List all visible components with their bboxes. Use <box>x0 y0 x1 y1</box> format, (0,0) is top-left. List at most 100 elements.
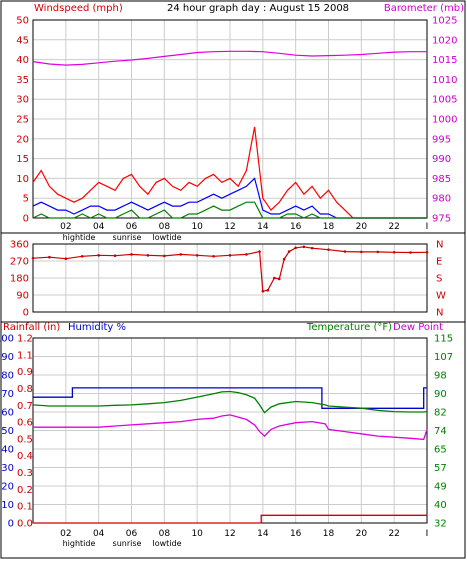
compass-tick-label: S <box>436 274 442 285</box>
direction-point <box>245 253 248 256</box>
direction-point <box>425 251 429 254</box>
rainfall-tick-label: 0.7 <box>17 401 33 412</box>
x-tick-label: 18 <box>323 529 335 539</box>
x-tick-label: 08 <box>159 529 171 539</box>
rainfall-tick-label: 0.5 <box>17 434 33 445</box>
x-tick-label: 16 <box>290 222 302 232</box>
x-tick-label: 08 <box>159 222 171 232</box>
x-tick-label: 06 <box>126 529 138 539</box>
tide-sun-annotation: lowtide <box>152 233 181 242</box>
direction-point <box>261 289 265 293</box>
humidity-tick-label: 10 <box>1 500 14 511</box>
direction-point <box>277 277 281 281</box>
right-tick-label: 975 <box>432 214 451 225</box>
compass-tick-label: N <box>436 240 443 251</box>
humidity-axis-label: Humidity % <box>68 322 126 333</box>
right-tick-label: 1015 <box>432 55 457 66</box>
left-tick-label: 5 <box>23 194 29 205</box>
plot-area-frame <box>32 243 428 313</box>
direction-point <box>113 254 117 258</box>
left-tick-label: 35 <box>16 75 29 86</box>
x-tick-label: 14 <box>257 222 269 232</box>
direction-point <box>287 250 291 253</box>
x-tick-label: 22 <box>388 222 399 232</box>
left-tick-label: 50 <box>16 16 29 27</box>
series-line <box>32 390 428 414</box>
temperature-tick-label: 90 <box>434 389 447 400</box>
x-tick-label: 20 <box>356 529 368 539</box>
rainfall-tick-label: 0.8 <box>17 384 33 395</box>
direction-tick-label: 270 <box>10 257 29 268</box>
x-tick-label: 06 <box>126 222 138 232</box>
direction-tick-label: 0 <box>23 308 29 319</box>
rainfall-tick-label: 1.2 <box>17 334 33 345</box>
temperature-tick-label: 107 <box>434 352 453 363</box>
direction-tick-label: 360 <box>10 240 29 251</box>
direction-point <box>228 254 232 257</box>
tide-sun-annotation: lowtide <box>152 539 181 548</box>
direction-point <box>64 257 68 261</box>
direction-point <box>163 254 166 258</box>
direction-point <box>48 255 51 259</box>
direction-tick-label: 180 <box>10 274 29 285</box>
rainfall-tick-label: 1.1 <box>17 350 33 361</box>
right-tick-label: 1010 <box>432 75 457 86</box>
direction-point <box>409 251 412 254</box>
tide-sun-annotation: hightide <box>63 539 96 548</box>
direction-point <box>282 257 286 261</box>
temperature-tick-label: 40 <box>434 500 447 511</box>
rainfall-tick-label: 0.3 <box>17 468 33 479</box>
left-tick-label: 15 <box>16 154 29 165</box>
x-tick-label: 04 <box>93 529 105 539</box>
direction-point <box>258 250 261 253</box>
direction-point <box>392 251 396 254</box>
x-tick-label: 02 <box>60 529 71 539</box>
humidity-tick-label: 80 <box>1 371 14 382</box>
right-tick-label: 990 <box>432 154 451 165</box>
direction-point <box>302 245 306 249</box>
tide-sun-annotation: sunrise <box>113 539 142 548</box>
x-tick-end: I <box>426 222 429 232</box>
rainfall-tick-label: 0.2 <box>17 485 33 496</box>
x-tick-label: 12 <box>224 222 235 232</box>
temperature-tick-label: 115 <box>434 334 453 345</box>
humidity-tick-label: 20 <box>1 482 14 493</box>
direction-point <box>130 253 133 256</box>
rainfall-tick-label: 0.1 <box>17 502 33 513</box>
humidity-tick-label: 90 <box>1 352 14 363</box>
humidity-tick-label: 40 <box>1 445 14 456</box>
right-tick-label: 1020 <box>432 35 457 46</box>
left-tick-label: 30 <box>16 95 29 106</box>
x-tick-label: 12 <box>224 529 235 539</box>
direction-point <box>327 248 330 251</box>
rainfall-tick-label: 0.0 <box>17 519 33 530</box>
x-tick-label: 04 <box>93 222 105 232</box>
left-tick-label: 10 <box>16 174 29 185</box>
right-axis-label: Barometer (mb) <box>384 3 464 14</box>
x-tick-label: 22 <box>388 529 399 539</box>
temperature-tick-label: 82 <box>434 408 447 419</box>
left-tick-label: 25 <box>16 115 29 126</box>
x-tick-label: 02 <box>60 222 71 232</box>
direction-point <box>266 288 270 292</box>
temperature-tick-label: 65 <box>434 445 447 456</box>
right-tick-label: 995 <box>432 134 451 145</box>
temperature-tick-label: 98 <box>434 371 447 382</box>
series-line <box>33 387 427 409</box>
direction-point <box>294 246 297 250</box>
left-tick-label: 40 <box>16 55 29 66</box>
direction-point <box>273 276 276 280</box>
left-tick-label: 0 <box>23 214 29 225</box>
rainfall-tick-label: 0.9 <box>17 367 33 378</box>
temperature-tick-label: 74 <box>434 426 447 437</box>
right-tick-label: 980 <box>432 194 451 205</box>
dewpoint-axis-label: Dew Point <box>393 322 443 333</box>
x-tick-label: 20 <box>356 222 368 232</box>
direction-point <box>343 250 347 253</box>
direction-point <box>195 254 199 257</box>
series-line <box>32 201 427 219</box>
temperature-tick-label: 57 <box>434 463 447 474</box>
